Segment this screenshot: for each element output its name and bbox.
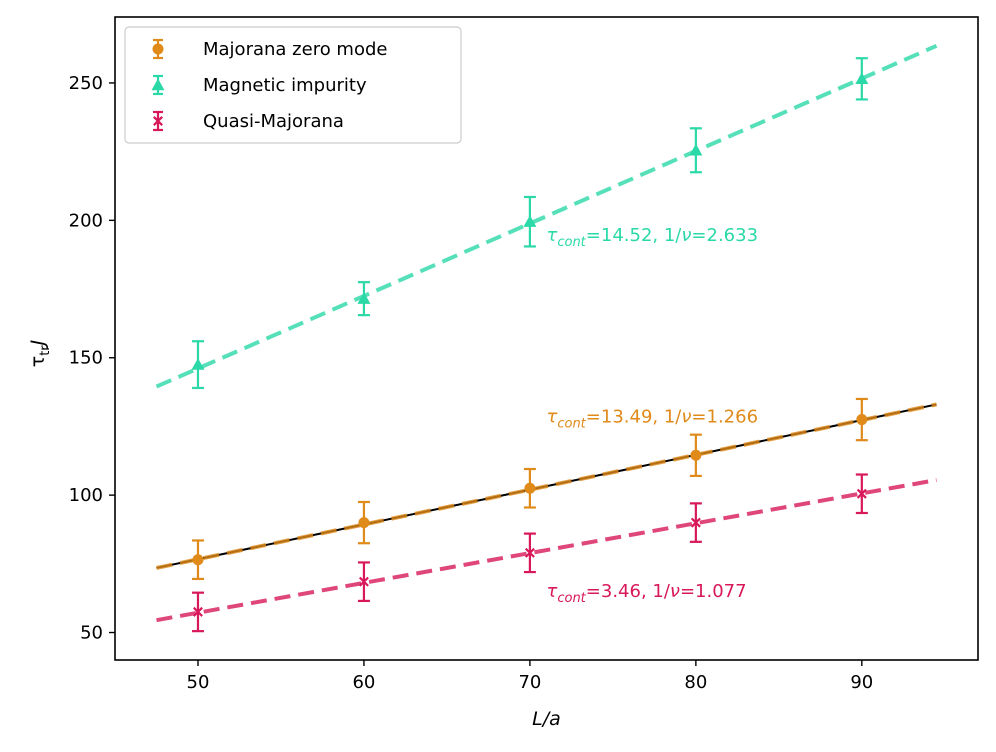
magnetic-impurity-marker — [357, 292, 371, 304]
magnetic-impurity-fit-annotation: τcont=14.52, 1/ν=2.633 — [547, 225, 759, 250]
y-tick-label: 250 — [69, 73, 103, 94]
y-tick-label: 150 — [69, 348, 103, 369]
legend-box — [124, 26, 462, 144]
legend-marker — [152, 43, 164, 55]
y-axis-title: τtrJ — [27, 339, 53, 367]
y-tick-label: 50 — [80, 623, 103, 644]
magnetic-impurity-marker — [689, 143, 703, 156]
magnetic-impurity-point — [191, 340, 205, 390]
magnetic-impurity-point — [855, 57, 869, 101]
x-tick-label: 60 — [352, 672, 375, 693]
majorana-zero-mode-point — [191, 539, 204, 581]
x-tick-label: 50 — [187, 672, 210, 693]
quasi-majorana-fit-annotation: τcont=3.46, 1/ν=1.077 — [547, 581, 747, 606]
majorana-zero-mode-fit-annotation: τcont=13.49, 1/ν=1.266 — [547, 406, 759, 431]
legend-marker — [153, 116, 163, 126]
quasi-majorana-point — [855, 473, 868, 515]
legend-item-quasi-majorana: Quasi-Majorana — [153, 110, 344, 132]
x-tick-label: 90 — [850, 672, 873, 693]
y-tick-label: 100 — [69, 485, 103, 506]
magnetic-impurity-marker — [855, 72, 869, 85]
magnetic-impurity-point — [689, 127, 703, 174]
magnetic-impurity-point — [523, 195, 537, 248]
quasi-majorana-marker — [856, 488, 867, 499]
y-tick-label: 200 — [69, 210, 103, 231]
majorana-zero-mode-point — [689, 433, 702, 477]
legend-label: Magnetic impurity — [203, 75, 367, 96]
axes: 50 60 70 80 90 50 100 150 200 250 L/a τtrJ — [27, 73, 873, 730]
majorana-zero-mode-fit-dashed-line — [156, 402, 937, 570]
majorana-zero-mode-marker — [690, 449, 702, 461]
quasi-majorana-point — [357, 561, 370, 603]
majorana-zero-mode-marker — [192, 554, 204, 566]
x-axis-title: L/a — [532, 708, 561, 730]
majorana-zero-mode-marker — [358, 517, 370, 529]
majorana-zero-mode-marker — [856, 414, 868, 426]
legend-label: Quasi-Majorana — [203, 111, 344, 132]
magnetic-impurity-marker — [191, 358, 205, 370]
quasi-majorana-marker — [690, 517, 701, 528]
majorana-zero-mode-point — [855, 397, 868, 442]
legend-item-majorana-zero-mode: Majorana zero mode — [152, 38, 387, 60]
majorana-zero-mode-point — [523, 467, 536, 509]
axes-frame — [114, 16, 979, 661]
legend-item-magnetic-impurity: Magnetic impurity — [151, 74, 367, 96]
magnetic-impurity-marker — [523, 215, 537, 227]
magnetic-impurity-point — [357, 281, 371, 317]
magnetic-impurity-fit-dashed-line — [155, 44, 938, 389]
quasi-majorana-marker — [193, 606, 203, 617]
majorana-zero-mode-marker — [524, 482, 536, 494]
legend-label: Majorana zero mode — [203, 39, 387, 60]
plot-area: τcont=13.49, 1/ν=1.266 τcont=14.52, 1/ν=2… — [155, 44, 938, 633]
legend-marker — [151, 78, 165, 91]
quasi-majorana-point — [689, 502, 702, 543]
quasi-majorana-point — [191, 591, 204, 633]
quasi-majorana-point — [523, 532, 536, 574]
majorana-zero-mode-point — [357, 500, 370, 545]
quasi-majorana-marker — [524, 547, 535, 558]
x-tick-label: 80 — [684, 672, 707, 693]
quasi-majorana-fit-dashed-line — [156, 478, 937, 623]
x-tick-label: 70 — [518, 672, 541, 693]
quasi-majorana-marker — [358, 576, 369, 587]
legend: Majorana zero mode Magnetic impurity Quasi… — [124, 26, 462, 144]
